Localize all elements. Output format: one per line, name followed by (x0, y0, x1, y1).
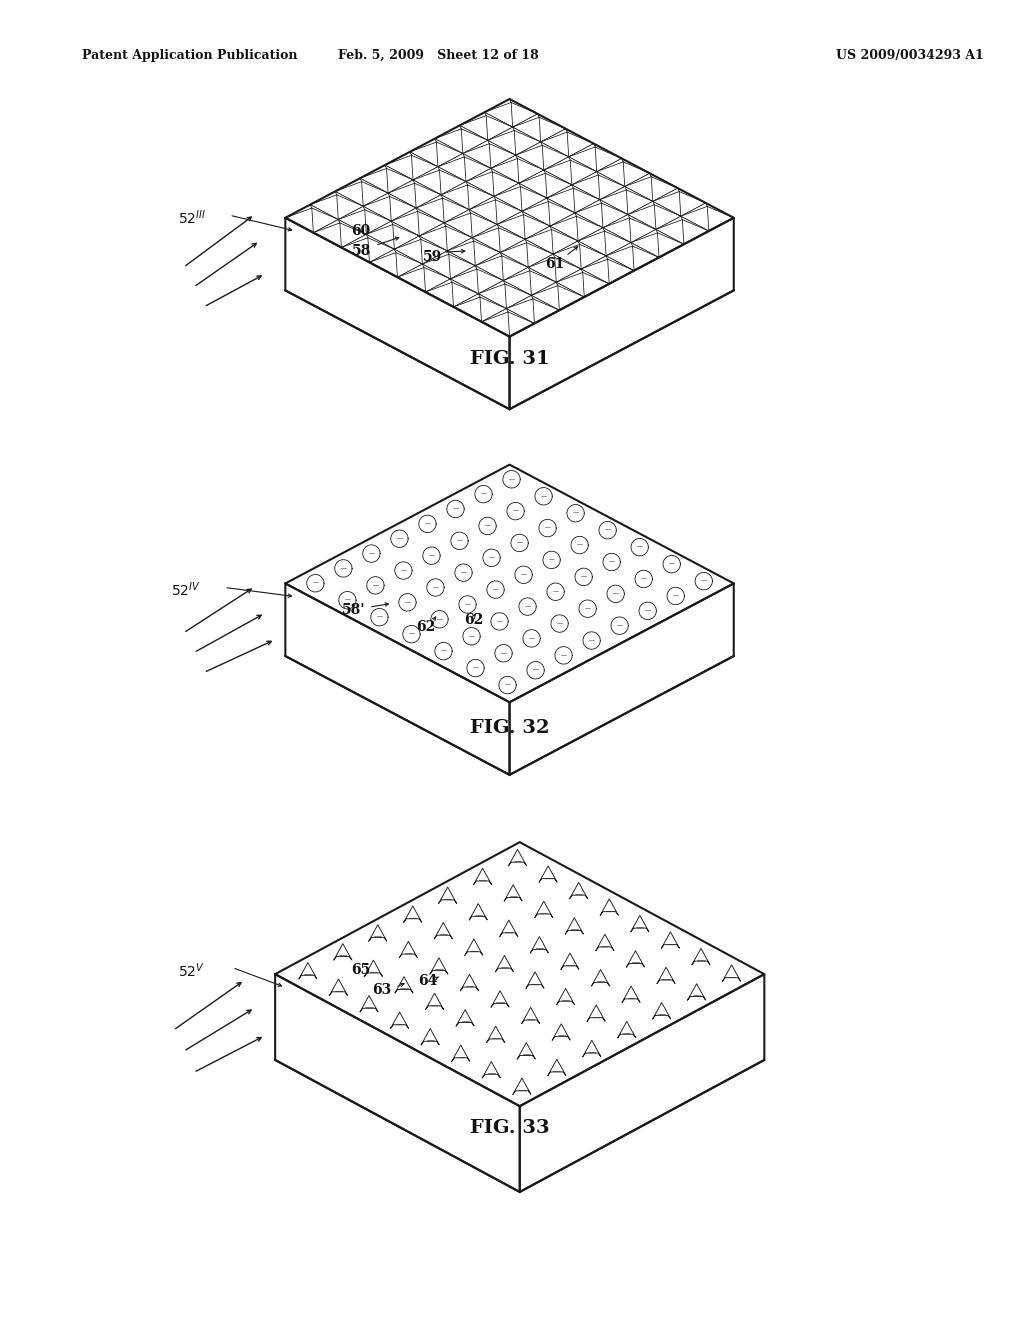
Text: 58: 58 (351, 244, 371, 257)
Text: Patent Application Publication: Patent Application Publication (82, 49, 297, 62)
Text: $52^{V}$: $52^{V}$ (178, 961, 206, 979)
Text: 62: 62 (464, 614, 483, 627)
Text: 60: 60 (351, 224, 371, 238)
Text: FIG. 33: FIG. 33 (470, 1119, 549, 1138)
Text: US 2009/0034293 A1: US 2009/0034293 A1 (836, 49, 983, 62)
Text: 63: 63 (372, 983, 391, 997)
Text: $52^{III}$: $52^{III}$ (178, 209, 207, 227)
Text: 64: 64 (418, 974, 437, 987)
Text: 62: 62 (416, 620, 435, 634)
Text: FIG. 32: FIG. 32 (470, 719, 549, 738)
Text: Feb. 5, 2009   Sheet 12 of 18: Feb. 5, 2009 Sheet 12 of 18 (338, 49, 539, 62)
Text: 65: 65 (351, 964, 371, 977)
Text: 59: 59 (423, 251, 442, 264)
Text: 61: 61 (545, 257, 564, 271)
Text: $52^{IV}$: $52^{IV}$ (171, 581, 201, 599)
Text: 58': 58' (341, 603, 365, 616)
Text: FIG. 31: FIG. 31 (470, 350, 550, 368)
